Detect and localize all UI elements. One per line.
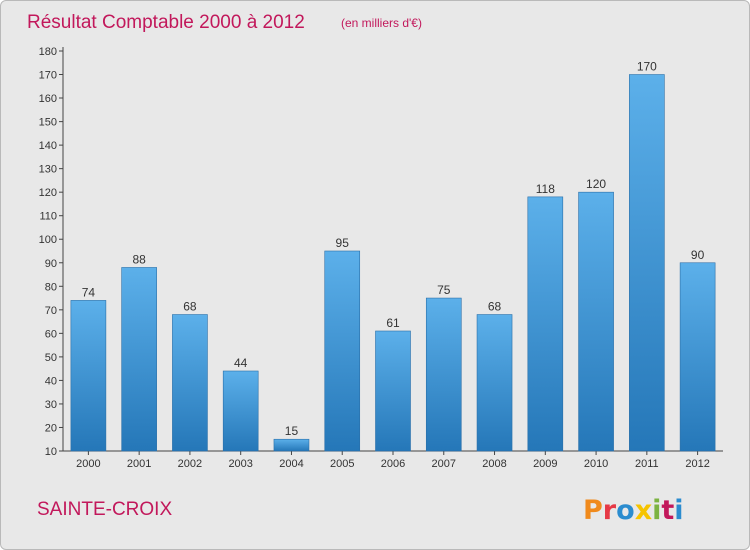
y-tick-label: 50 (45, 352, 57, 364)
logo-letter: r (603, 495, 617, 526)
bar (629, 74, 665, 452)
bar (425, 297, 462, 452)
place-name: SAINTE-CROIX (37, 499, 172, 520)
data-label: 68 (488, 300, 502, 314)
y-axis: 10 20 30 40 50 60 70 80 90 100 110 120 130 140 150 160 1… (39, 46, 64, 458)
y-tick-label: 80 (45, 281, 57, 293)
y-tick-label: 120 (39, 187, 57, 199)
bar (324, 250, 361, 452)
chart-title: Résultat Comptable 2000 à 2012 (27, 12, 305, 33)
x-tick-label: 2000 (76, 458, 100, 470)
x-tick-label: 2011 (635, 458, 659, 470)
data-label: 15 (285, 424, 299, 438)
logo-letter: i (674, 495, 683, 526)
data-label: 88 (132, 252, 146, 266)
y-tick-label: 30 (45, 399, 57, 411)
x-axis: 2000 2001 2002 2003 2004 2005 2006 2007 2008 2009… (63, 450, 723, 470)
bar (476, 314, 513, 452)
y-tick-label: 70 (45, 305, 57, 317)
data-label: 74 (82, 285, 96, 299)
data-label: 170 (637, 60, 657, 74)
bar (578, 191, 614, 452)
x-tick-label: 2009 (533, 458, 557, 470)
x-tick-label: 2006 (381, 458, 405, 470)
x-tick-label: 2003 (228, 458, 252, 470)
x-tick-label: 2004 (279, 458, 303, 470)
x-tick-label: 2002 (178, 458, 202, 470)
bar (527, 196, 564, 452)
y-tick-label: 150 (39, 117, 57, 129)
data-label: 90 (691, 248, 705, 262)
y-tick-label: 110 (39, 211, 57, 223)
data-label: 68 (183, 300, 197, 314)
data-label: 44 (234, 356, 248, 370)
y-tick-label: 140 (39, 140, 57, 152)
data-label: 95 (336, 236, 350, 250)
data-label: 118 (536, 182, 555, 196)
bar (121, 267, 157, 452)
logo-text: Proxiti (583, 495, 684, 526)
logo-letter: i (652, 495, 661, 526)
logo-letter: o (616, 495, 635, 526)
data-label: 75 (437, 283, 451, 297)
y-tick-label: 130 (39, 164, 57, 176)
x-tick-label: 2007 (432, 458, 456, 470)
logo-letter: x (635, 495, 652, 526)
x-tick-label: 2005 (330, 458, 354, 470)
y-tick-label: 20 (45, 422, 57, 434)
y-tick-label: 10 (45, 446, 57, 458)
bar (222, 370, 259, 452)
x-tick-label: 2012 (685, 458, 709, 470)
bar (679, 262, 716, 452)
data-label: 61 (386, 316, 400, 330)
y-tick-label: 100 (39, 234, 57, 246)
logo-letter: t (661, 495, 674, 526)
y-tick-label: 90 (45, 258, 57, 270)
bar (273, 438, 310, 452)
bars (70, 74, 716, 452)
x-tick-label: 2001 (127, 458, 151, 470)
y-tick-label: 180 (39, 46, 57, 58)
y-tick-label: 170 (39, 70, 57, 82)
y-tick-label: 160 (39, 93, 57, 105)
value-labels: 74 88 68 44 15 95 61 75 68 118 120 170 90 (82, 60, 705, 439)
x-tick-label: 2008 (482, 458, 506, 470)
y-tick-label: 60 (45, 328, 57, 340)
x-tick-label: 2010 (584, 458, 608, 470)
logo-letter: P (583, 495, 603, 526)
bar (70, 300, 107, 452)
bar (172, 314, 208, 452)
proxiti-logo: Proxiti (583, 495, 684, 526)
data-label: 120 (586, 177, 606, 191)
y-tick-label: 40 (45, 375, 57, 387)
chart-subtitle: (en milliers d'€) (341, 16, 422, 30)
bar (375, 330, 411, 452)
